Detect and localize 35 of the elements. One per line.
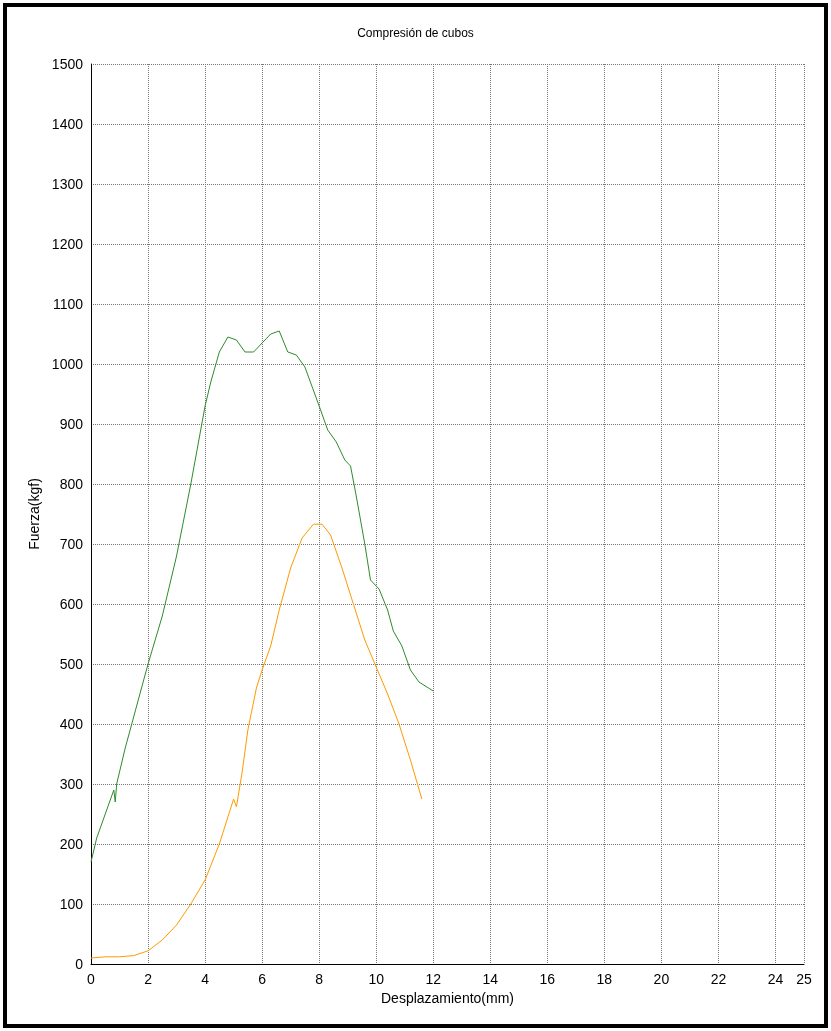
x-tick-label: 14	[482, 971, 499, 987]
x-tick-label: 2	[144, 971, 153, 987]
x-tick-label: 18	[596, 971, 613, 987]
x-tick-label: 0	[87, 971, 96, 987]
y-tick-label: 0	[75, 956, 84, 972]
y-tick-label: 1300	[51, 176, 84, 192]
x-tick-label: 10	[368, 971, 385, 987]
y-tick-label: 400	[59, 716, 84, 732]
y-tick-label: 500	[59, 656, 84, 672]
y-tick-label: 200	[59, 836, 84, 852]
y-tick-label: 1200	[51, 236, 84, 252]
x-tick-label: 16	[539, 971, 556, 987]
y-tick-label: 600	[59, 596, 84, 612]
line-series	[90, 330, 434, 863]
y-tick-label: 100	[59, 896, 84, 912]
x-tick-label: 8	[315, 971, 324, 987]
y-axis-title: Fuerza(kgf)	[25, 478, 42, 550]
x-tick-label: 6	[258, 971, 267, 987]
x-tick-label: 4	[201, 971, 210, 987]
y-tick-label: 1000	[51, 356, 84, 372]
chart-title: Compresión de cubos	[357, 26, 474, 40]
y-tick-label: 700	[59, 536, 84, 552]
y-tick-label: 1500	[51, 56, 84, 72]
y-tick-label: 300	[59, 776, 84, 792]
line-series	[90, 523, 423, 959]
x-axis-title: Desplazamiento(mm)	[380, 989, 515, 1006]
x-tick-label: 20	[653, 971, 670, 987]
y-tick-label: 1400	[51, 116, 84, 132]
x-tick-label: 24	[767, 971, 784, 987]
x-tick-label: 12	[425, 971, 442, 987]
y-tick-label: 800	[59, 476, 84, 492]
x-tick-label: 22	[710, 971, 727, 987]
y-tick-label: 1100	[52, 296, 84, 312]
x-tick-label: 25	[796, 971, 812, 987]
y-tick-label: 900	[59, 416, 84, 432]
